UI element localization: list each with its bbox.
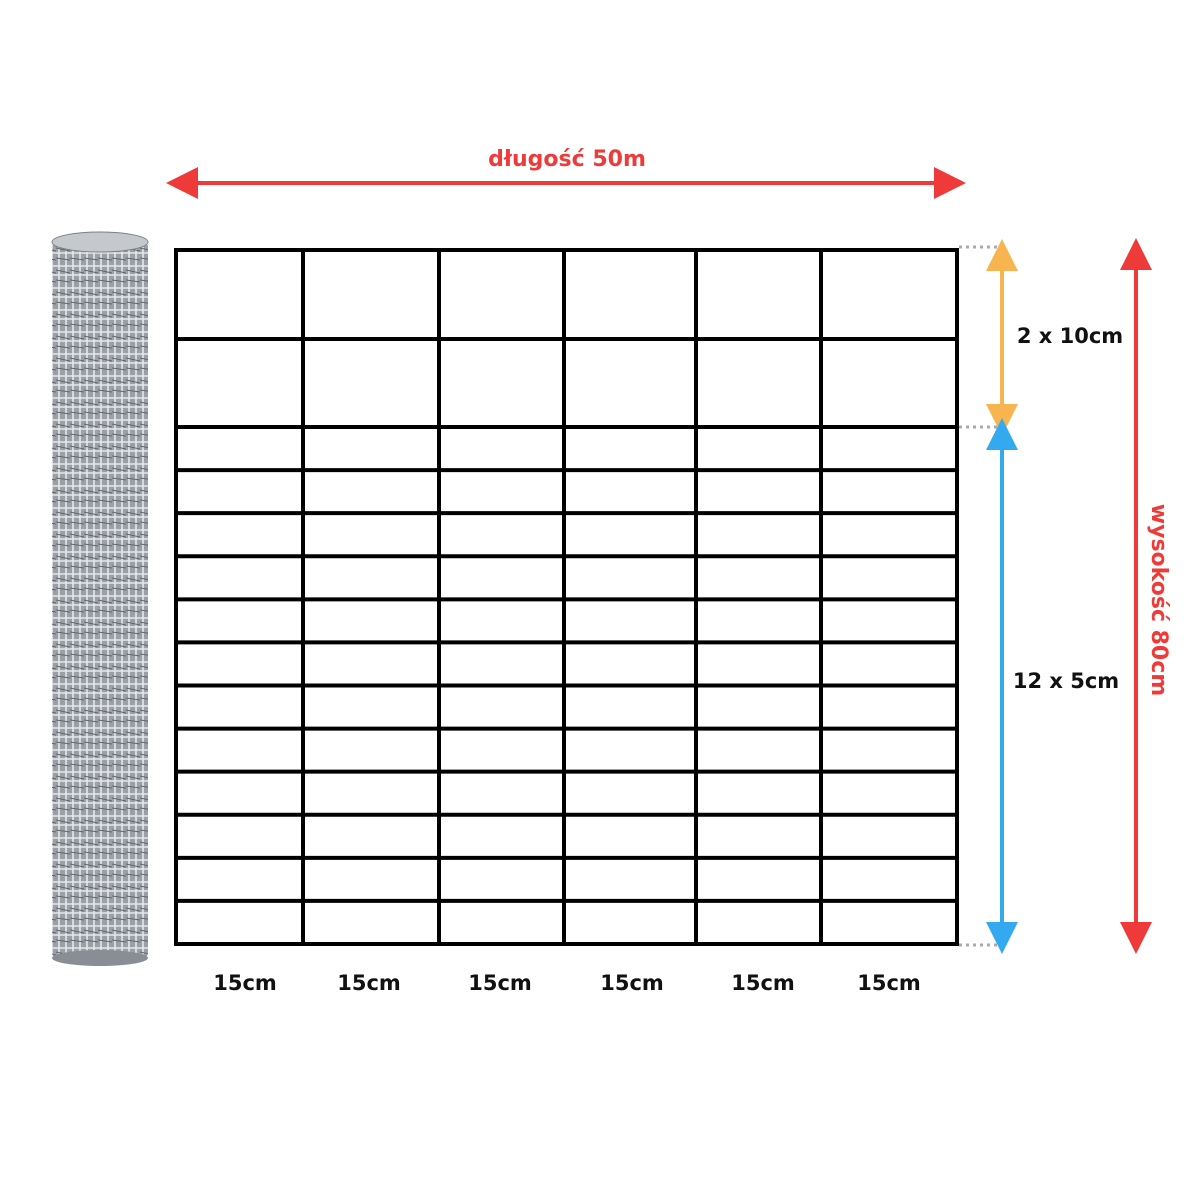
top-section-label: 2 x 10cm [1017, 324, 1123, 348]
column-label: 15cm [468, 971, 532, 995]
column-label: 15cm [857, 971, 921, 995]
column-label: 15cm [600, 971, 664, 995]
column-label: 15cm [731, 971, 795, 995]
height-label: wysokość 80cm [1146, 504, 1171, 696]
mesh-grid [174, 248, 959, 946]
guide-lines [959, 245, 1000, 947]
bottom-section-label: 12 x 5cm [1013, 669, 1119, 693]
length-label: długość 50m [488, 147, 646, 172]
column-label: 15cm [337, 971, 401, 995]
wire-fence-roll-icon [51, 231, 149, 966]
column-label: 15cm [213, 971, 277, 995]
